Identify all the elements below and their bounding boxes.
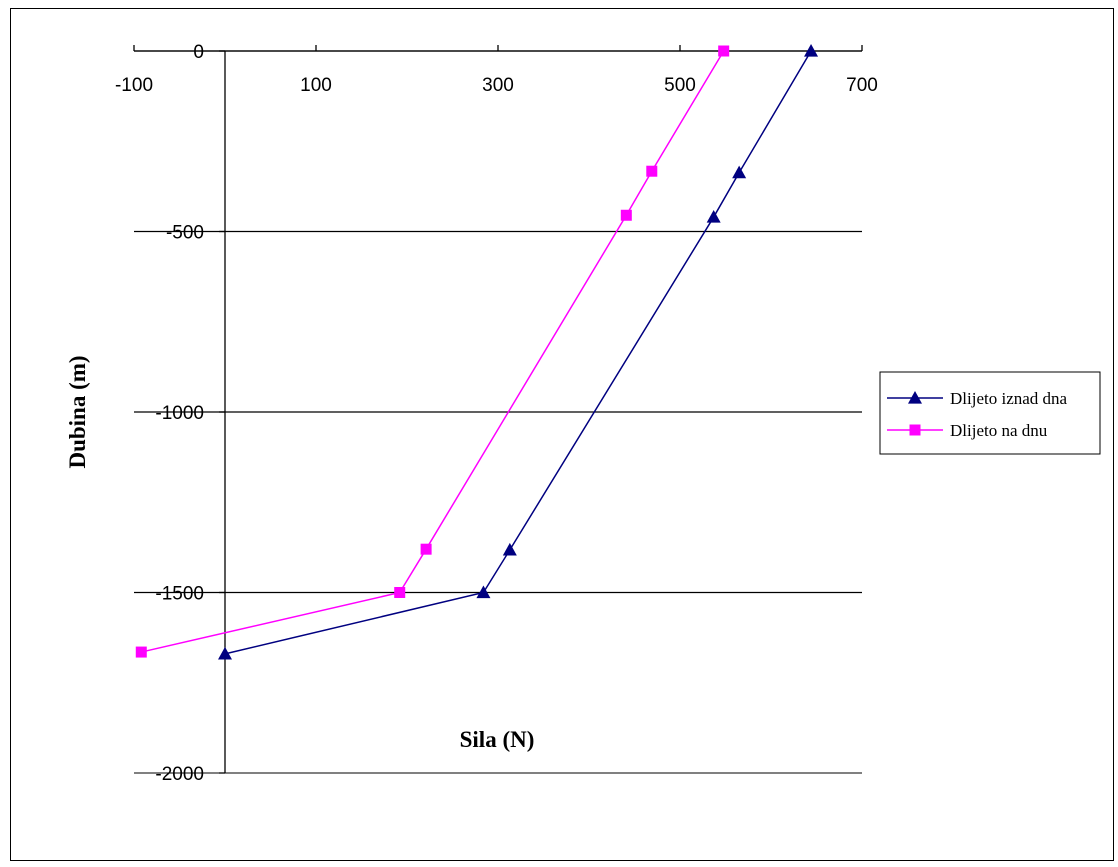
y-tick-label: 0 bbox=[193, 42, 204, 63]
y-tick-label: -1000 bbox=[155, 403, 204, 424]
gridlines bbox=[134, 50, 862, 774]
data-point bbox=[218, 646, 232, 660]
x-tick-label: -100 bbox=[115, 75, 153, 96]
legend-box bbox=[879, 371, 1101, 455]
x-tick-label: 700 bbox=[846, 75, 878, 96]
legend-marker bbox=[908, 391, 922, 404]
data-point bbox=[476, 585, 491, 599]
series-1 bbox=[218, 44, 819, 660]
legend-label: Dlijeto iznad dna bbox=[950, 389, 1068, 408]
data-point bbox=[620, 209, 632, 221]
legend: Dlijeto iznad dna Dlijeto na dnu bbox=[879, 371, 1101, 455]
data-point bbox=[394, 587, 406, 598]
data-point bbox=[706, 210, 721, 223]
y-axis-title: Dubina (m) bbox=[65, 355, 90, 468]
axes bbox=[133, 45, 863, 774]
series-2 bbox=[135, 45, 730, 658]
legend-marker bbox=[909, 424, 921, 436]
tick-labels: -100 100 300 500 700 0 -500 -1000 -1500 -2000 bbox=[115, 42, 878, 785]
data-point bbox=[718, 45, 730, 57]
x-axis-title: Sila (N) bbox=[460, 727, 535, 752]
series-line bbox=[224, 50, 812, 655]
x-tick-label: 100 bbox=[300, 75, 332, 96]
y-tick-label: -1500 bbox=[155, 584, 204, 605]
series-layer bbox=[135, 44, 819, 660]
y-tick-label: -2000 bbox=[155, 764, 204, 785]
series-line bbox=[141, 50, 725, 653]
x-tick-label: 300 bbox=[482, 75, 514, 96]
y-tick-label: -500 bbox=[166, 223, 204, 244]
legend-label: Dlijeto na dnu bbox=[950, 421, 1048, 440]
x-tick-label: 500 bbox=[664, 75, 696, 96]
data-point bbox=[732, 165, 747, 179]
data-point bbox=[804, 44, 819, 57]
data-point bbox=[420, 543, 432, 555]
data-point bbox=[646, 165, 658, 177]
data-point bbox=[135, 646, 147, 658]
data-point bbox=[502, 542, 517, 556]
